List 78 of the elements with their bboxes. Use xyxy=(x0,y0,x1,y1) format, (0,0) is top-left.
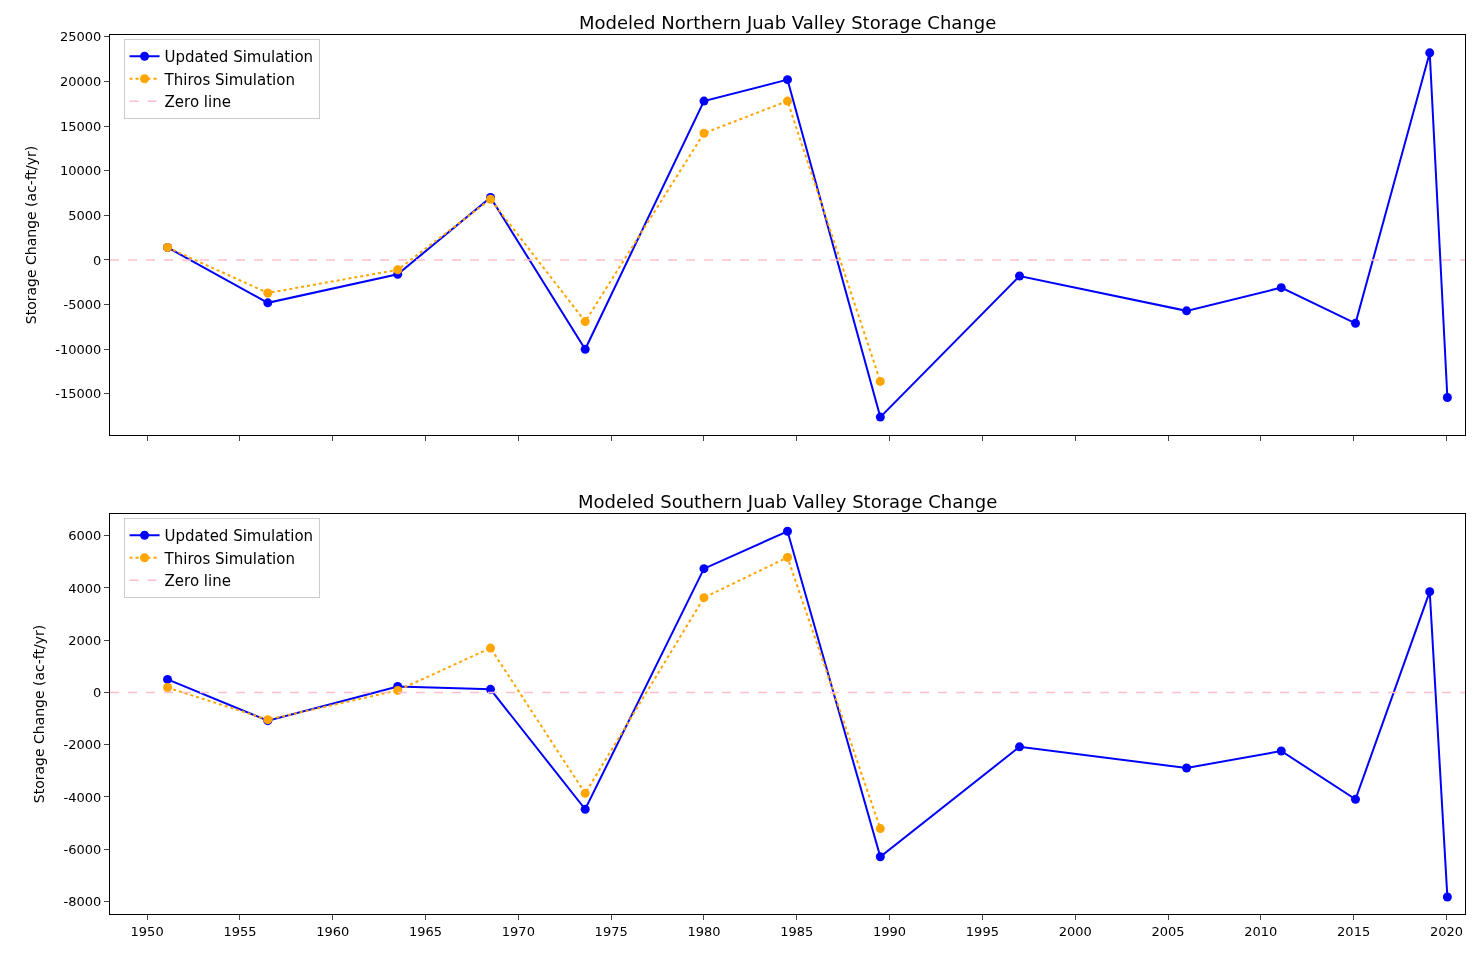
point xyxy=(1276,746,1286,756)
point xyxy=(580,317,590,327)
legend-label: Zero line xyxy=(164,93,231,112)
y-tick-label: 0 xyxy=(93,685,102,701)
point xyxy=(1182,306,1192,316)
point xyxy=(1425,48,1435,58)
chart-title: Modeled Southern Juab Valley Storage Change xyxy=(578,491,998,512)
point xyxy=(783,552,792,562)
y-tick-label: 15000 xyxy=(60,118,102,134)
point xyxy=(263,288,273,298)
point xyxy=(1425,587,1435,597)
point xyxy=(486,643,496,653)
legend-label: Thiros Simulation xyxy=(163,70,295,89)
point xyxy=(1015,271,1025,281)
x-tick-label: 2015 xyxy=(1337,923,1371,939)
point xyxy=(1442,892,1452,902)
x-tick-label: 1950 xyxy=(130,923,164,939)
x-tick-label: 2010 xyxy=(1244,923,1278,939)
point xyxy=(875,412,885,422)
point xyxy=(1015,742,1025,752)
legend-label: Zero line xyxy=(164,572,231,591)
point xyxy=(1182,763,1192,773)
y-tick-label: -10000 xyxy=(55,341,102,357)
point xyxy=(263,298,273,308)
point xyxy=(875,852,885,862)
x-tick-label: 1960 xyxy=(316,923,350,939)
point xyxy=(580,344,590,354)
point xyxy=(1350,794,1360,804)
y-tick-label: -8000 xyxy=(63,894,102,910)
x-tick-label: 1980 xyxy=(687,923,721,939)
x-tick-label: 1970 xyxy=(501,923,535,939)
y-tick-label: -2000 xyxy=(63,737,102,753)
point xyxy=(783,75,792,85)
legend-label: Updated Simulation xyxy=(164,48,314,67)
y-tick-label: -4000 xyxy=(63,789,102,805)
x-tick-label: 1985 xyxy=(780,923,814,939)
point xyxy=(699,128,709,138)
y-tick-label: 6000 xyxy=(68,528,102,544)
y-tick-label: -6000 xyxy=(63,841,102,857)
x-tick-label: 2000 xyxy=(1058,923,1092,939)
point xyxy=(580,788,590,798)
y-tick-label: -5000 xyxy=(63,297,102,313)
point xyxy=(699,564,709,574)
x-tick-label: 2005 xyxy=(1151,923,1185,939)
x-tick-label: 2020 xyxy=(1429,923,1463,939)
y-tick-label: 5000 xyxy=(68,207,102,223)
point xyxy=(1276,283,1286,293)
point xyxy=(580,804,590,814)
point xyxy=(875,376,885,386)
point xyxy=(163,683,173,693)
chart-title: Modeled Northern Juab Valley Storage Change xyxy=(579,12,997,33)
point xyxy=(875,824,885,834)
point xyxy=(393,685,403,695)
y-tick-label: 2000 xyxy=(68,632,102,648)
y-tick-label: 10000 xyxy=(60,163,102,179)
point xyxy=(783,96,792,106)
x-tick-label: 1975 xyxy=(594,923,628,939)
x-tick-label: 1990 xyxy=(873,923,907,939)
y-tick-label: 20000 xyxy=(60,73,102,89)
point xyxy=(1350,318,1360,328)
point xyxy=(1442,392,1452,402)
point xyxy=(486,684,496,694)
y-tick-label: 0 xyxy=(93,252,102,268)
x-tick-label: 1995 xyxy=(965,923,999,939)
point xyxy=(393,265,403,275)
point xyxy=(699,593,709,603)
point xyxy=(699,96,709,106)
y-axis-title: Storage Change (ac-ft/yr) xyxy=(22,145,39,325)
legend-label: Thiros Simulation xyxy=(163,549,295,568)
y-tick-label: -15000 xyxy=(55,386,102,402)
y-tick-label: 4000 xyxy=(68,580,102,596)
legend-label: Updated Simulation xyxy=(164,527,314,546)
x-tick-label: 1955 xyxy=(223,923,257,939)
point xyxy=(783,526,792,536)
y-axis-title: Storage Change (ac-ft/yr) xyxy=(31,624,48,804)
x-tick-label: 1965 xyxy=(409,923,443,939)
y-tick-label: 25000 xyxy=(60,29,102,45)
point xyxy=(163,674,173,684)
